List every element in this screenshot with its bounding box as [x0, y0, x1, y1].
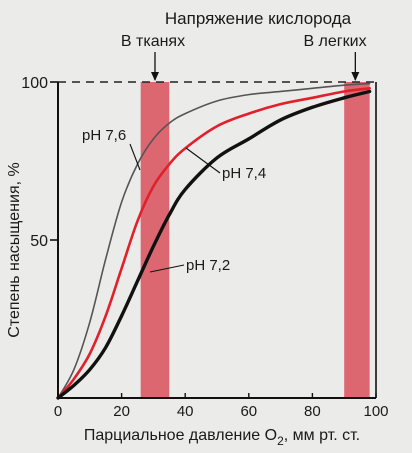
- series-pointer-1: [185, 147, 221, 174]
- x-axis-label: Парциальное давление O2, мм рт. ст.: [84, 427, 360, 448]
- band-label-0: В тканях: [121, 33, 185, 50]
- band-label-1: В легких: [303, 33, 366, 50]
- series-line-2: [56, 89, 372, 400]
- chart-title: Напряжение кислорода: [165, 9, 352, 28]
- x-tick-label: 0: [54, 403, 62, 420]
- axes-layer: [50, 81, 377, 399]
- band-layer: [140, 82, 370, 398]
- x-axis-label-sub: 2: [277, 434, 284, 448]
- curve-layer: [56, 82, 372, 400]
- x-tick-label: 40: [177, 403, 194, 420]
- x-tick-label: 100: [363, 403, 388, 420]
- band-1: [344, 82, 370, 398]
- x-tick-label: 20: [113, 403, 130, 420]
- x-axis-label-main: Парциальное давление O: [84, 427, 277, 444]
- series-label-2: pH 7,2: [186, 257, 230, 274]
- series-label-0: pH 7,6: [82, 127, 126, 144]
- y-tick-label: 100: [21, 75, 48, 92]
- band-arrow-head-0: [150, 72, 159, 81]
- series-pointer-2: [149, 264, 185, 273]
- series-line-0: [57, 82, 371, 399]
- x-axis-label-tail: , мм рт. ст.: [284, 427, 360, 444]
- y-tick-label: 50: [30, 233, 48, 250]
- x-tick-label: 80: [304, 403, 321, 420]
- band-arrow-head-1: [351, 72, 360, 81]
- series-pointer-0: [129, 143, 141, 171]
- series-line-1: [56, 87, 371, 400]
- y-axis-label: Степень насыщения, %: [6, 162, 23, 337]
- text-layer: 50 100 0 20 40 60 80 100 Напряжение кислорода В т…: [6, 9, 389, 448]
- x-tick-label: 60: [240, 403, 257, 420]
- series-label-1: pH 7,4: [222, 165, 266, 182]
